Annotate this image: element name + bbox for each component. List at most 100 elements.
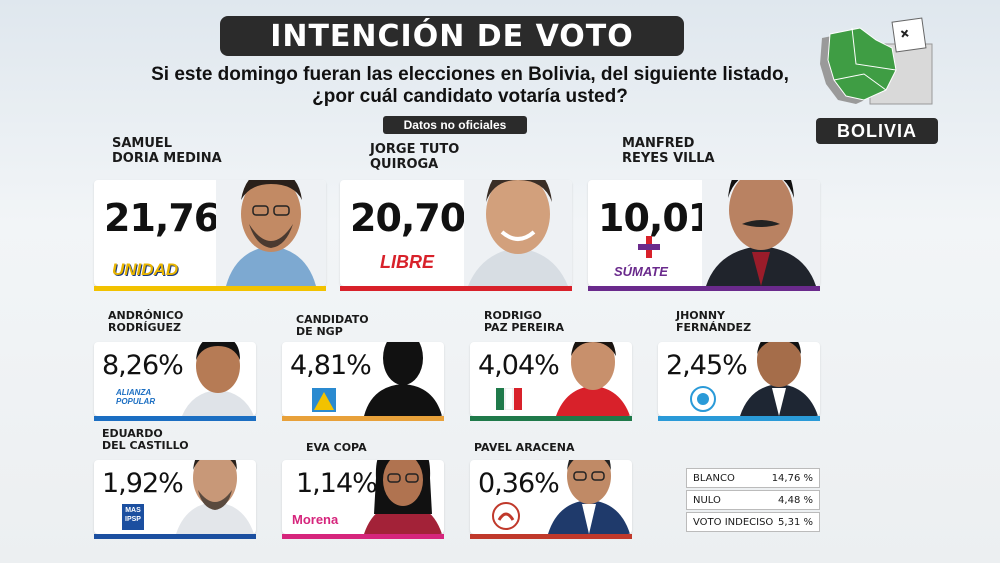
color-bar <box>588 286 820 291</box>
candidate-name: JORGE TUTO QUIROGA <box>370 142 459 172</box>
candidate-name: EDUARDO DEL CASTILLO <box>102 428 189 452</box>
candidate-name-line2: DE NGP <box>296 325 343 338</box>
stat-value: 4,48 % <box>778 494 813 506</box>
candidate-card: EDUARDO DEL CASTILLO 1,92% MAS IPSP <box>94 428 256 540</box>
party-logo: UNIDAD <box>112 260 179 279</box>
candidate-card: ANDRÓNICO RODRÍGUEZ 8,26% ALIANZA POPULA… <box>94 310 256 422</box>
party-logo: MAS IPSP <box>122 504 144 530</box>
vote-percentage: 1,92% <box>102 468 184 499</box>
ballot-map-icon <box>820 17 933 105</box>
candidate-name-line2: DEL CASTILLO <box>102 439 189 452</box>
color-bar <box>470 534 632 539</box>
candidate-photo <box>740 342 818 416</box>
candidate-photo <box>556 342 630 416</box>
candidate-box: 21,76% UNIDAD <box>94 180 326 286</box>
candidate-box: 0,36% <box>470 460 632 534</box>
candidate-name-line2: RODRÍGUEZ <box>108 321 181 334</box>
candidate-card: SAMUEL DORIA MEDINA 21,76% UNIDAD <box>94 136 326 292</box>
stat-value: 5,31 % <box>778 516 813 528</box>
color-bar <box>94 416 256 421</box>
stat-label: BLANCO <box>693 472 735 484</box>
candidate-name-line2: FERNÁNDEZ <box>676 321 752 334</box>
ngp-logo-icon <box>312 388 336 412</box>
candidate-name: ANDRÓNICO RODRÍGUEZ <box>108 310 183 334</box>
candidate-name-line1: MANFRED <box>622 136 695 151</box>
vote-percentage: 1,14% <box>296 468 378 499</box>
candidate-photo <box>216 180 326 286</box>
candidate-photo <box>464 180 572 286</box>
country-label: BOLIVIA <box>816 118 938 144</box>
candidate-photo <box>548 460 630 534</box>
stat-value: 14,76 % <box>771 472 813 484</box>
candidate-photo <box>702 180 820 286</box>
candidate-name-line1: PAVEL ARACENA <box>474 441 575 454</box>
candidate-box: 8,26% ALIANZA POPULAR <box>94 342 256 416</box>
stat-row: NULO 4,48 % <box>686 490 820 510</box>
candidate-name-line1: RODRIGO <box>484 309 542 322</box>
candidate-box: 10,01% SÚMATE <box>588 180 820 286</box>
color-bar <box>94 286 326 291</box>
candidate-name: SAMUEL DORIA MEDINA <box>112 136 222 166</box>
stat-label: VOTO INDECISO <box>693 516 774 528</box>
adn-logo-icon <box>492 502 520 530</box>
candidate-name: PAVEL ARACENA <box>474 442 575 454</box>
candidate-box: 2,45% <box>658 342 820 416</box>
pdc-logo-icon <box>496 388 522 410</box>
candidate-name: RODRIGO PAZ PEREIRA <box>484 310 564 334</box>
candidate-name: MANFRED REYES VILLA <box>622 136 715 166</box>
stat-label: NULO <box>693 494 721 506</box>
candidate-box: 4,81% <box>282 342 444 416</box>
candidate-name-line1: SAMUEL <box>112 136 173 151</box>
candidate-card: JHONNY FERNÁNDEZ 2,45% <box>658 310 820 422</box>
candidate-box: 4,04% <box>470 342 632 416</box>
candidate-name: JHONNY FERNÁNDEZ <box>676 310 751 334</box>
candidate-card: JORGE TUTO QUIROGA 20,70% LIBRE <box>340 136 572 292</box>
candidate-name: EVA COPA <box>306 442 367 454</box>
candidate-name-line2: REYES VILLA <box>622 151 715 166</box>
page-title: INTENCIÓN DE VOTO <box>220 16 684 56</box>
candidate-name-line2: QUIROGA <box>370 157 439 172</box>
candidate-photo <box>182 342 254 416</box>
other-votes-table: BLANCO 14,76 % NULO 4,48 % VOTO INDECISO… <box>686 468 820 534</box>
candidate-card: RODRIGO PAZ PEREIRA 4,04% <box>470 310 632 422</box>
ucs-logo-icon <box>690 386 716 412</box>
candidate-name: CANDIDATO DE NGP <box>296 314 369 338</box>
candidate-name-line1: CANDIDATO <box>296 313 369 326</box>
color-bar <box>282 534 444 539</box>
candidate-card: PAVEL ARACENA 0,36% <box>470 428 632 540</box>
candidate-name-line2: DORIA MEDINA <box>112 151 222 166</box>
color-bar <box>94 534 256 539</box>
candidate-card: EVA COPA 1,14% Morena <box>282 428 444 540</box>
candidate-box: 1,92% MAS IPSP <box>94 460 256 534</box>
candidate-name-line1: ANDRÓNICO <box>108 309 184 322</box>
sumate-cross-icon <box>638 236 660 258</box>
candidate-card: MANFRED REYES VILLA 10,01% SÚMATE <box>588 136 820 292</box>
stat-row: VOTO INDECISO 5,31 % <box>686 512 820 532</box>
party-logo: ALIANZA POPULAR <box>116 388 156 406</box>
color-bar <box>470 416 632 421</box>
candidate-name-line1: EVA COPA <box>306 441 367 454</box>
silhouette-photo <box>364 342 442 416</box>
candidate-name-line1: JHONNY <box>676 309 726 322</box>
color-bar <box>658 416 820 421</box>
color-bar <box>282 416 444 421</box>
candidate-card: CANDIDATO DE NGP 4,81% <box>282 310 444 422</box>
candidate-box: 1,14% Morena <box>282 460 444 534</box>
vote-percentage: 8,26% <box>102 350 184 381</box>
survey-question: Si este domingo fueran las elecciones en… <box>151 64 789 107</box>
vote-percentage: 4,04% <box>478 350 560 381</box>
vote-percentage: 2,45% <box>666 350 748 381</box>
party-logo: LIBRE <box>380 252 434 272</box>
candidate-name-line2: PAZ PEREIRA <box>484 321 565 334</box>
candidate-name-line1: EDUARDO <box>102 427 163 440</box>
vote-percentage: 0,36% <box>478 468 560 499</box>
vote-percentage: 4,81% <box>290 350 372 381</box>
candidate-photo <box>176 460 254 534</box>
color-bar <box>340 286 572 291</box>
candidate-box: 20,70% LIBRE <box>340 180 572 286</box>
candidate-name-line1: JORGE TUTO <box>370 142 460 157</box>
stat-row: BLANCO 14,76 % <box>686 468 820 488</box>
candidate-photo <box>364 460 442 534</box>
party-logo: SÚMATE <box>614 264 668 279</box>
party-logo: Morena <box>292 512 339 527</box>
